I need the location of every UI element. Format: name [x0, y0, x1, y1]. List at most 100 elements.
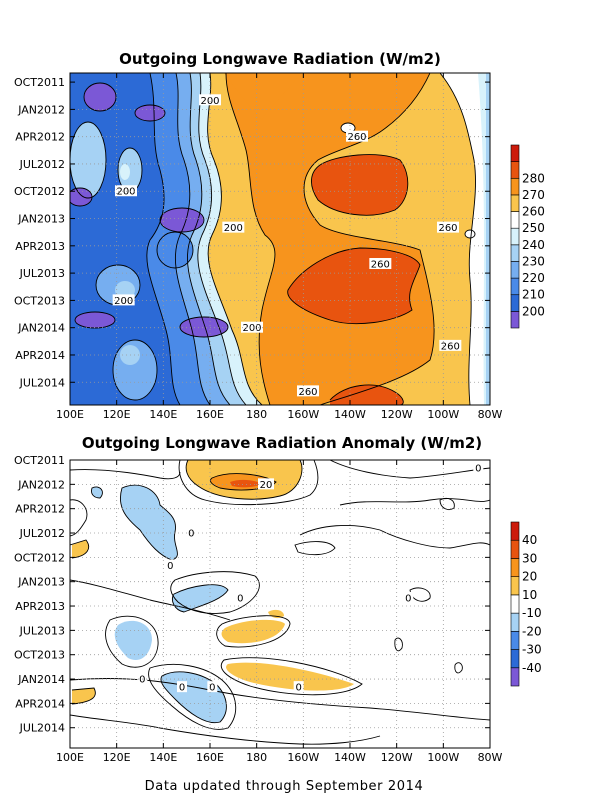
chart1-y-tick-label: JUL2013	[19, 267, 65, 280]
chart1-colorbar-label: 280	[522, 171, 545, 185]
chart1-colorbar: 200 210 220 230 240 250 260 270 280	[510, 144, 545, 329]
chart2-colorbar-swatch	[510, 558, 520, 577]
chart2-contour-label-bg	[258, 478, 274, 490]
chart2-colorbar-swatch	[510, 594, 520, 614]
chart1-x-tick-label: 140W	[334, 408, 366, 421]
chart1-contour-label: 200	[114, 296, 133, 307]
chart2-contour-label: 0	[167, 561, 173, 572]
chart2-y-tick-label: JAN2012	[17, 478, 65, 491]
chart1-y-tick-label: APR2012	[15, 131, 65, 144]
chart1-colorbar-swatch	[510, 244, 520, 262]
chart1-colorbar-swatch	[510, 227, 520, 246]
chart2-x-tick-label: 120W	[381, 751, 413, 764]
chart2-contour-label-bg	[207, 681, 218, 693]
chart2-colorbar-label: 20	[522, 570, 537, 584]
chart2-y-tick-label: OCT2012	[14, 551, 65, 564]
chart1-contour-label: 260	[438, 223, 457, 234]
chart2-contour-label-bg	[293, 681, 304, 693]
chart2-contour-label: 0	[179, 683, 185, 694]
chart1-colorbar-swatch	[510, 177, 520, 196]
chart2-frame	[69, 459, 491, 749]
chart2-colorbar-label: -10	[522, 606, 542, 620]
chart1-contour-label-bg	[112, 294, 135, 306]
chart1-contour-label-bg	[199, 94, 221, 106]
chart2-y-tick-label: APR2014	[15, 697, 65, 710]
chart1-x-tick-label: 180	[246, 408, 267, 421]
chart1-colorbar-swatch	[510, 311, 520, 329]
chart2-y-tick-label: JUL2012	[19, 527, 65, 540]
chart1-colorbar-swatch	[510, 161, 520, 179]
chart2-contour-label-bg	[235, 591, 246, 603]
chart1-y-tick-label: OCT2012	[14, 185, 65, 198]
chart2-colorbar-label: -40	[522, 661, 542, 675]
chart1-title: Outgoing Longwave Radiation (W/m2)	[119, 50, 441, 68]
chart2-title: Outgoing Longwave Radiation Anomaly (W/m…	[82, 434, 482, 452]
chart2-x-tick-label: 120E	[103, 751, 131, 764]
chart2-contour-label: 20	[260, 480, 273, 491]
chart1-colorbar-swatch	[510, 261, 520, 279]
chart1-colorbar-swatch	[510, 194, 520, 212]
chart1-colorbar-label: 260	[522, 205, 545, 219]
chart2-y-tick-label: JUL2014	[19, 722, 65, 735]
chart2-contour-label-bg	[137, 673, 148, 685]
chart2-contour-label: 0	[475, 464, 481, 475]
chart1-colorbar-swatch	[510, 144, 520, 162]
chart1-y-tick-label: JAN2014	[17, 322, 65, 335]
chart1-y-tick-label: JAN2013	[17, 213, 65, 226]
chart1-contour-label-bg	[297, 385, 319, 397]
chart2-contour-label-bg	[186, 527, 197, 539]
chart2-colorbar-swatch	[510, 631, 520, 650]
chart1-gridlines	[70, 73, 490, 405]
chart1-colorbar-label: 230	[522, 254, 545, 268]
chart1-x-tick-label: 120W	[381, 408, 413, 421]
chart2-y-tick-label: APR2013	[15, 600, 65, 613]
chart1-y-tick-label: JUL2014	[19, 376, 65, 389]
chart2-x-tick-label: 80W	[478, 751, 503, 764]
chart2-contour-label-bg	[177, 681, 187, 693]
chart1-colorbar-label: 270	[522, 188, 545, 202]
chart2-contour-label: 0	[188, 529, 194, 540]
chart1-x-tick-label: 120E	[103, 408, 131, 421]
chart1-contour-label: 200	[242, 323, 261, 334]
chart1-y-tick-label: JUL2012	[19, 158, 65, 171]
chart1-colorbar-swatch	[510, 294, 520, 312]
chart1-contour-label: 260	[298, 387, 317, 398]
chart1-x-tick-label: 140E	[149, 408, 177, 421]
chart1-x-tick-label: 100E	[56, 408, 84, 421]
chart2-x-tick-label: 100W	[427, 751, 459, 764]
chart1-contour-label-bg	[437, 221, 459, 233]
chart1-contour-label-bg	[115, 185, 137, 197]
chart1-frame	[69, 72, 491, 406]
chart1-contour-label-bg	[241, 321, 263, 333]
chart2-x-tick-label: 140E	[149, 751, 177, 764]
chart2-y-tick-label: OCT2013	[14, 649, 65, 662]
chart2-x-tick-label: 180	[246, 751, 267, 764]
chart2-colorbar-label: 10	[522, 588, 537, 602]
chart2-contour-label: 0	[405, 593, 411, 604]
chart2-colorbar-label: 30	[522, 551, 537, 565]
chart1-contour-label-bg	[346, 130, 368, 142]
chart1-colorbar-label: 200	[522, 304, 545, 318]
chart2-colorbar-swatch	[510, 649, 520, 669]
chart1-x-tick-label: 160W	[287, 408, 319, 421]
chart2-x-tick-label: 140W	[334, 751, 366, 764]
chart1-colorbar-swatch	[510, 277, 520, 296]
chart1-y-tick-label: OCT2011	[14, 76, 65, 89]
chart1-y-tick-label: JAN2012	[17, 103, 65, 116]
chart2-x-tick-label: 100E	[56, 751, 84, 764]
footer-note: Data updated through September 2014	[145, 779, 424, 794]
chart1-x-tick-label: 160E	[196, 408, 224, 421]
chart2-plot-area: 20 0 0 0 0 0 0 0 0 0	[70, 460, 490, 748]
chart1-y-tick-label: APR2014	[15, 349, 65, 362]
chart2-contour-label: 0	[237, 593, 243, 604]
chart2-y-tick-label: JAN2013	[17, 576, 65, 589]
chart2-colorbar-swatch	[510, 576, 520, 596]
chart2-colorbar-swatch	[510, 539, 520, 559]
chart1-colorbar-label: 220	[522, 271, 545, 285]
chart1-contour-label-bg	[439, 339, 462, 351]
chart2-colorbar-swatch	[510, 667, 520, 687]
chart2-colorbar-label: -20	[522, 624, 542, 638]
chart2-axes: 100E 120E 140E 160E 180 160W 140W 120W 100W 80W OC…	[14, 454, 503, 764]
